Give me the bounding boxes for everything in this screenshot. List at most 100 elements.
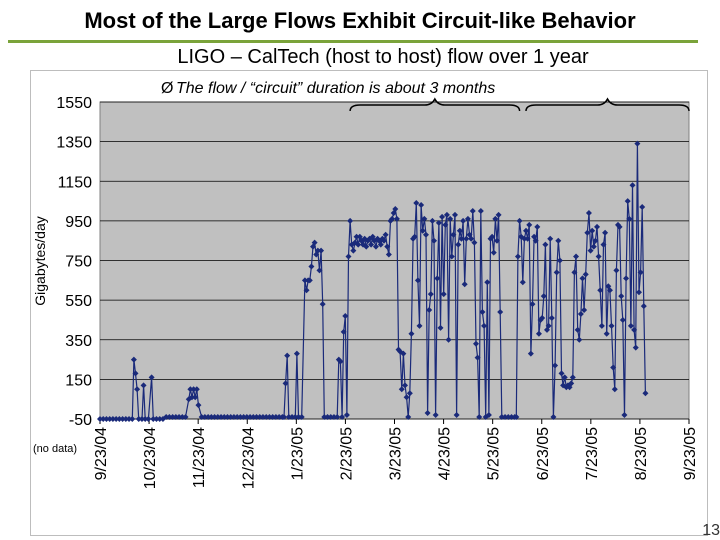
data-point [419, 227, 426, 234]
data-point [497, 309, 504, 316]
data-point [585, 209, 592, 216]
slide-title: Most of the Large Flows Exhibit Circuit-… [84, 8, 636, 33]
data-point [569, 374, 576, 381]
data-point [218, 414, 225, 421]
data-point [324, 414, 331, 421]
annotation-bullet: Ø [161, 80, 173, 97]
data-point [571, 269, 578, 276]
title-divider [8, 40, 698, 43]
data-point [485, 412, 492, 419]
data-point [334, 414, 341, 421]
data-point [434, 275, 441, 282]
data-point [629, 182, 636, 189]
y-tick-label: 950 [65, 214, 92, 231]
data-point [587, 247, 594, 254]
data-point [182, 414, 189, 421]
data-point [138, 416, 145, 422]
data-point [576, 336, 583, 343]
data-point [400, 350, 407, 357]
data-point [613, 267, 620, 274]
data-point [603, 330, 610, 337]
data-point [484, 279, 491, 286]
data-point [495, 211, 502, 218]
data-point [345, 253, 352, 260]
x-tick-label: 2/23/05 [338, 427, 355, 480]
data-point [250, 414, 257, 421]
data-point [237, 414, 244, 421]
data-point [493, 237, 500, 244]
data-point [188, 394, 195, 401]
data-point [539, 314, 546, 321]
x-tick-label: 6/23/05 [535, 427, 552, 480]
data-point [639, 204, 646, 211]
data-point [637, 269, 644, 276]
data-point [577, 310, 584, 317]
data-point [598, 322, 605, 329]
y-tick-label: 750 [65, 254, 92, 271]
x-tick-label: 12/23/04 [240, 427, 257, 489]
data-point [234, 414, 241, 421]
data-point [411, 233, 418, 240]
data-point [308, 263, 315, 270]
data-point [319, 301, 326, 308]
data-point [597, 287, 604, 294]
data-point [490, 249, 497, 256]
data-point [116, 416, 123, 422]
data-point [552, 362, 559, 369]
data-point [529, 301, 536, 308]
data-point [135, 416, 142, 422]
data-point [422, 231, 429, 238]
data-point [148, 374, 155, 381]
data-point [426, 307, 433, 314]
data-point [631, 326, 638, 333]
data-point [398, 386, 405, 393]
data-point [318, 247, 325, 254]
data-point [382, 231, 389, 238]
data-point [163, 414, 170, 421]
data-point [314, 247, 321, 254]
data-point [100, 416, 107, 422]
data-point [472, 340, 479, 347]
data-point [106, 416, 113, 422]
data-point [384, 243, 391, 250]
data-point [640, 303, 647, 310]
data-point [132, 370, 139, 377]
data-point [355, 241, 362, 248]
data-point [156, 416, 163, 422]
data-point [623, 275, 630, 282]
data-point [461, 281, 468, 288]
data-point [460, 217, 467, 224]
data-point [198, 414, 205, 421]
data-point [579, 275, 586, 282]
data-point [437, 324, 444, 331]
data-point [431, 237, 438, 244]
data-point [532, 237, 539, 244]
data-point [347, 217, 354, 224]
data-point [405, 414, 412, 421]
data-point [513, 414, 520, 421]
data-point [590, 243, 597, 250]
data-point [548, 314, 555, 321]
data-point [321, 414, 328, 421]
data-point [263, 414, 270, 421]
x-tick-label: 5/23/05 [486, 427, 503, 480]
data-point [211, 414, 218, 421]
data-point [573, 253, 580, 260]
data-point [505, 414, 512, 421]
data-point [463, 235, 470, 242]
data-point [353, 233, 360, 240]
data-point [330, 414, 337, 421]
data-point [243, 414, 250, 421]
data-point [626, 215, 633, 222]
data-point [477, 207, 484, 214]
y-axis-label: Gigabytes/day [32, 216, 48, 306]
data-point [458, 235, 465, 242]
data-point [527, 350, 534, 357]
data-point [109, 416, 116, 422]
data-point [447, 215, 454, 222]
data-point [627, 322, 634, 329]
data-point [619, 316, 626, 323]
data-point [616, 223, 623, 230]
data-point [642, 390, 649, 397]
data-point [545, 322, 552, 329]
